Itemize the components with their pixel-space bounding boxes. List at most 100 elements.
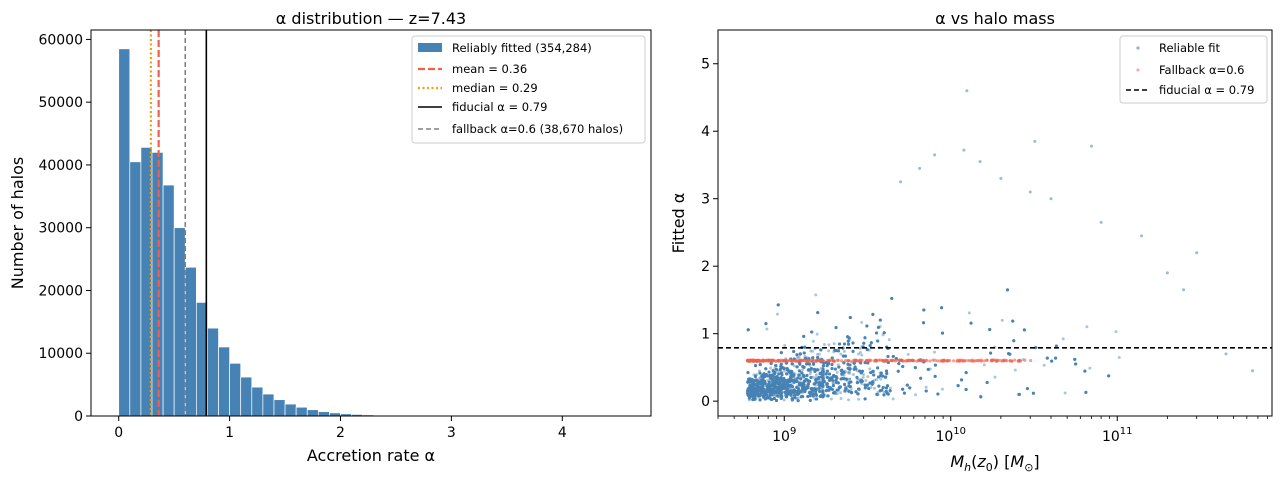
scatter-point (779, 394, 783, 398)
scatter-point (766, 394, 770, 398)
scatter-point (765, 389, 769, 393)
scatter-point (782, 377, 786, 381)
scatter-point (772, 397, 776, 401)
scatter-point (760, 374, 764, 378)
scatter-point (754, 388, 758, 392)
scatter-point (766, 389, 770, 393)
scatter-point (774, 378, 778, 382)
scatter-point (771, 373, 775, 377)
scatter-point (765, 384, 769, 388)
scatter-point (896, 369, 900, 373)
scatter-point (820, 387, 824, 391)
scatter-point (800, 371, 804, 375)
scatter-point (842, 349, 846, 353)
scatter-point (791, 390, 795, 394)
histogram-bar (317, 411, 330, 416)
scatter-point (798, 352, 802, 356)
scatter-point (792, 349, 796, 353)
scatter-point (763, 381, 767, 385)
scatter-point (810, 330, 814, 334)
scatter-point (768, 389, 772, 393)
scatter-point (841, 354, 845, 358)
scatter-point (787, 371, 791, 375)
scatter-point (766, 374, 770, 378)
scatter-point (802, 351, 806, 355)
scatter-point (853, 365, 857, 369)
scatter-point (757, 386, 761, 390)
scatter-point (813, 369, 817, 373)
scatter-point (808, 398, 812, 402)
scatter-point (818, 389, 822, 393)
scatter-point (1011, 319, 1015, 323)
scatter-point (760, 386, 764, 390)
scatter-point (832, 391, 836, 395)
scatter-point (786, 389, 790, 393)
scatter-point (750, 392, 754, 396)
scatter-point (790, 389, 794, 393)
scatter-point (866, 375, 870, 379)
scatter-point (748, 392, 752, 396)
scatter-point (792, 373, 796, 377)
scatter-point (747, 391, 751, 395)
scatter-point (753, 390, 757, 394)
scatter-point (773, 371, 777, 375)
scatter-point (788, 380, 792, 384)
scatter-point (815, 368, 819, 372)
scatter-point (747, 377, 751, 381)
scatter-point (817, 383, 821, 387)
scatter-point (772, 390, 776, 394)
scatter-point (881, 374, 885, 378)
scatter-point (762, 389, 766, 393)
scatter-point (758, 398, 762, 402)
scatter-point (774, 364, 778, 368)
scatter-point (802, 375, 806, 379)
scatter-point (844, 386, 848, 390)
scatter-point (799, 383, 803, 387)
scatter-point (850, 391, 854, 395)
scatter-point (789, 371, 793, 375)
scatter-point (785, 388, 789, 392)
scatter-point (868, 367, 872, 371)
scatter-point (794, 391, 798, 395)
scatter-point (928, 367, 932, 371)
scatter-point (844, 387, 848, 391)
scatter-point (778, 367, 782, 371)
scatter-point (753, 389, 757, 393)
scatter-point (777, 391, 781, 395)
scatter-point (755, 380, 759, 384)
scatter-point (960, 378, 964, 382)
scatter-point (886, 354, 890, 358)
scatter-point (788, 387, 792, 391)
scatter-point (860, 382, 864, 386)
scatter-point (982, 363, 986, 367)
scatter-point (774, 381, 778, 385)
scatter-point (885, 371, 889, 375)
scatter-point (847, 381, 851, 385)
scatter-point (763, 395, 767, 399)
scatter-point (793, 372, 797, 376)
histogram-x-tick-label: 3 (447, 425, 456, 441)
scatter-point (821, 364, 825, 368)
scatter-point (827, 385, 831, 389)
scatter-point (758, 386, 762, 390)
scatter-point (760, 388, 764, 392)
scatter-point (822, 393, 826, 397)
scatter-point (848, 377, 852, 381)
scatter-point (768, 386, 772, 390)
scatter-point (797, 388, 801, 392)
scatter-point (821, 389, 825, 393)
scatter-point (772, 384, 776, 388)
scatter-point (753, 383, 757, 387)
scatter-point (753, 374, 757, 378)
scatter-point (773, 375, 777, 379)
scatter-point (799, 384, 803, 388)
scatter-point (802, 375, 806, 379)
scatter-point (779, 379, 783, 383)
scatter-point (788, 378, 792, 382)
scatter-point (793, 396, 797, 400)
scatter-point (768, 386, 772, 390)
scatter-point (824, 383, 828, 387)
scatter-point (814, 380, 818, 384)
scatter-point (771, 381, 775, 385)
scatter-point (767, 380, 771, 384)
